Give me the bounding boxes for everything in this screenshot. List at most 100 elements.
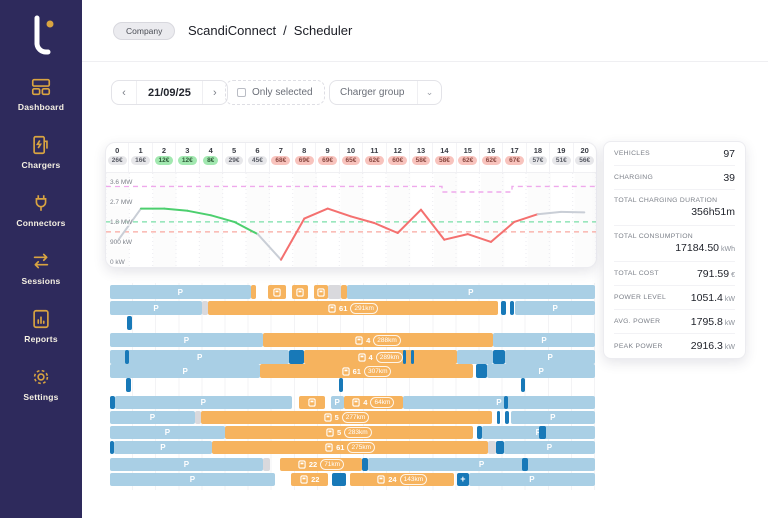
gap-bar[interactable] <box>194 411 202 424</box>
hour-column-16[interactable]: 16 62€ <box>480 143 504 172</box>
hour-column-0[interactable]: 0 26€ <box>106 143 130 172</box>
drive-tick[interactable] <box>500 301 506 315</box>
drive-tick[interactable] <box>522 458 529 471</box>
parked-bar[interactable]: P <box>515 301 595 315</box>
charging-session-bar[interactable]: 4 289km <box>304 350 457 364</box>
parked-bar[interactable]: P <box>368 458 595 471</box>
parked-bar[interactable]: P <box>110 350 290 364</box>
drive-tick[interactable] <box>289 350 304 364</box>
drive-tick[interactable] <box>496 441 504 454</box>
charging-session-bar[interactable]: 24 143km <box>350 473 455 486</box>
parked-bar[interactable]: P <box>330 396 344 409</box>
sidebar-item-sessions[interactable]: Sessions <box>0 250 82 286</box>
drive-tick[interactable] <box>110 396 115 409</box>
company-badge[interactable]: Company <box>113 22 176 40</box>
charging-session-bar[interactable]: 5 283km <box>224 426 473 439</box>
parked-bar[interactable]: P <box>505 350 595 364</box>
charging-bar[interactable] <box>268 285 286 299</box>
hour-column-8[interactable]: 8 69€ <box>293 143 317 172</box>
drive-tick[interactable] <box>411 350 415 364</box>
hour-column-3[interactable]: 3 12€ <box>176 143 200 172</box>
idle-bar[interactable] <box>456 350 494 364</box>
date-display[interactable]: 21/09/25 <box>136 81 203 104</box>
only-selected-checkbox[interactable]: Only selected <box>225 80 325 105</box>
charging-session-bar[interactable]: 4 64km <box>343 396 403 409</box>
hour-column-10[interactable]: 10 65€ <box>340 143 364 172</box>
parked-bar[interactable]: P <box>468 473 595 486</box>
parked-bar[interactable]: P <box>110 426 225 439</box>
parked-bar[interactable]: P <box>110 285 251 299</box>
drive-tick[interactable] <box>403 350 407 364</box>
parked-bar[interactable]: P <box>110 411 195 424</box>
parked-bar[interactable]: P <box>346 285 595 299</box>
hour-column-19[interactable]: 19 51€ <box>550 143 574 172</box>
hour-column-9[interactable]: 9 69€ <box>316 143 340 172</box>
drive-tick[interactable] <box>362 458 368 471</box>
drive-tick[interactable] <box>493 350 506 364</box>
hour-column-12[interactable]: 12 60€ <box>387 143 410 172</box>
drive-tick[interactable] <box>338 378 343 392</box>
hour-column-14[interactable]: 14 58€ <box>433 143 457 172</box>
charging-bar[interactable] <box>250 285 256 299</box>
parked-bar[interactable]: P <box>510 411 595 424</box>
hour-column-6[interactable]: 6 45€ <box>246 143 270 172</box>
charging-bar[interactable] <box>292 285 308 299</box>
drive-tick[interactable] <box>477 426 482 439</box>
charger-group-select[interactable]: Charger group ⌄ <box>329 80 442 105</box>
drive-tick[interactable] <box>496 411 501 424</box>
breadcrumb-app[interactable]: ScandiConnect <box>188 23 277 38</box>
parked-bar[interactable]: P <box>110 333 263 347</box>
charging-session-bar[interactable]: 4 288km <box>262 333 494 347</box>
drive-tick[interactable] <box>503 396 508 409</box>
charging-session-bar[interactable]: 61 275km <box>211 441 489 454</box>
parked-bar[interactable]: P <box>487 364 595 378</box>
parked-bar[interactable]: P <box>503 441 595 454</box>
parked-bar[interactable]: P <box>493 333 595 347</box>
sidebar-item-reports[interactable]: Reports <box>0 308 82 344</box>
gap-bar[interactable] <box>327 285 341 299</box>
gap-bar[interactable] <box>202 301 208 315</box>
parked-bar[interactable]: P <box>481 426 595 439</box>
charging-session-bar[interactable]: 22 71km <box>279 458 363 471</box>
hour-column-4[interactable]: 4 8€ <box>200 143 223 172</box>
drive-tick[interactable] <box>476 364 488 378</box>
hour-column-18[interactable]: 18 57€ <box>527 143 551 172</box>
hour-column-11[interactable]: 11 62€ <box>363 143 387 172</box>
sidebar-item-dashboard[interactable]: Dashboard <box>0 76 82 112</box>
hour-column-17[interactable]: 17 67€ <box>503 143 527 172</box>
drive-tick[interactable] <box>125 350 130 364</box>
hour-column-2[interactable]: 2 12€ <box>153 143 177 172</box>
prev-day-button[interactable]: ‹ <box>122 86 126 99</box>
sidebar-item-connectors[interactable]: Connectors <box>0 192 82 228</box>
hour-column-1[interactable]: 1 16€ <box>129 143 153 172</box>
drive-tick[interactable] <box>509 301 514 315</box>
charge-event-bar[interactable]: + <box>456 473 469 486</box>
hour-column-13[interactable]: 13 58€ <box>410 143 434 172</box>
parked-bar[interactable]: P <box>110 473 275 486</box>
drive-tick[interactable] <box>332 473 347 486</box>
next-day-button[interactable]: › <box>212 86 217 99</box>
drive-tick[interactable] <box>505 411 509 424</box>
sidebar-item-chargers[interactable]: Chargers <box>0 134 82 170</box>
checkbox-square[interactable] <box>237 88 246 97</box>
parked-bar[interactable]: P <box>110 364 261 378</box>
drive-tick[interactable] <box>521 378 526 392</box>
charging-session-bar[interactable]: 61 307km <box>260 364 473 378</box>
sidebar-item-settings[interactable]: Settings <box>0 366 82 402</box>
drive-tick[interactable] <box>539 426 547 439</box>
hour-column-7[interactable]: 7 68€ <box>270 143 293 172</box>
hour-column-20[interactable]: 20 56€ <box>574 143 596 172</box>
drive-tick[interactable] <box>127 316 133 330</box>
parked-bar[interactable]: P <box>110 301 203 315</box>
parked-bar[interactable]: P <box>402 396 595 409</box>
charging-session-bar[interactable]: 5 277km <box>201 411 492 424</box>
charging-bar[interactable] <box>340 285 347 299</box>
charging-bar[interactable] <box>314 285 328 299</box>
charging-session-bar[interactable]: 22 <box>291 473 329 486</box>
app-logo[interactable] <box>23 12 59 60</box>
parked-bar[interactable]: P <box>110 458 263 471</box>
gap-bar[interactable] <box>488 441 497 454</box>
parked-bar[interactable]: P <box>113 441 212 454</box>
drive-tick[interactable] <box>126 378 132 392</box>
hour-column-5[interactable]: 5 29€ <box>223 143 247 172</box>
